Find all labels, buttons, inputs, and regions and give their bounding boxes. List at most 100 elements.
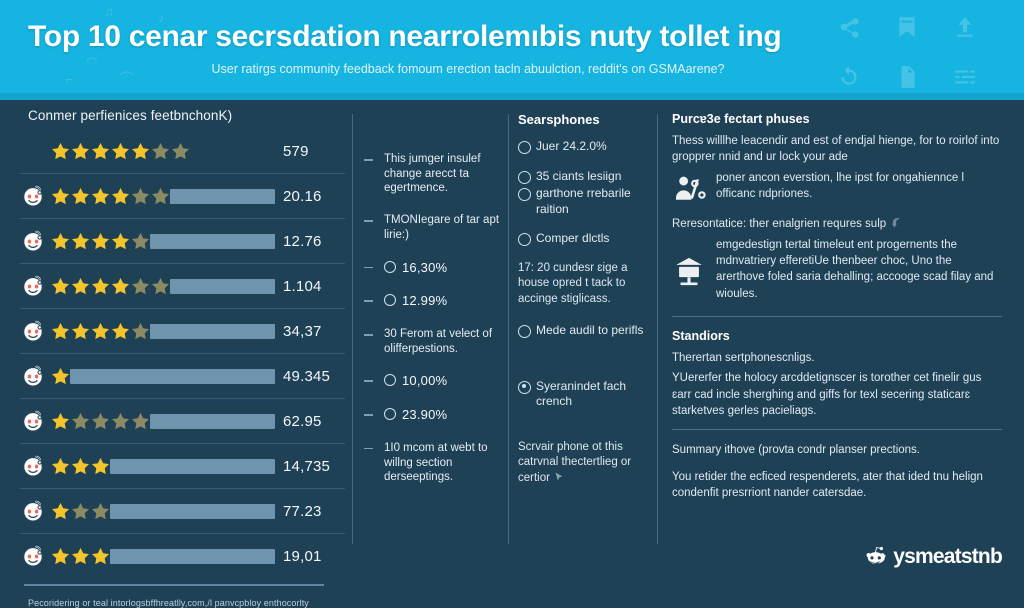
percent-item[interactable]: 23.90% [364,407,500,424]
rating-bar-fill [110,458,275,474]
rating-row[interactable]: 49.345 [20,354,345,399]
ratings-list: 579 20.16 12.76 1.104 34,37 49.345 62.95 14,735… [20,129,345,578]
rating-bar-track [170,188,275,204]
star-filled-icon [90,321,111,342]
rating-value: 1.104 [283,277,322,295]
radio-icon[interactable] [384,408,396,421]
header-underband [0,93,1024,100]
purchase-heading: Purcɐ3e fectart phuses [672,112,810,126]
page-subtitle: User ratirgs community feedback fomoum e… [211,62,725,76]
curve-arrow-icon [889,216,902,229]
standiors-para-2: YUererfer the holocy arcddetignscer is t… [672,372,982,417]
star-empty-icon [70,501,91,522]
star-empty-icon [150,186,171,207]
radio-icon[interactable] [384,374,396,387]
searsphones-option-5[interactable]: Mede audil to perifls [518,323,652,339]
rating-bar-fill [110,503,275,519]
star-filled-icon [90,141,111,162]
rating-bar-fill [170,188,275,204]
standiors-para-1: Therertan sertphonescnligs. [672,351,815,364]
bookmark-icon[interactable] [894,14,920,40]
star-filled-icon [50,321,71,342]
cursor-icon [553,471,565,483]
radio-icon[interactable] [384,260,396,273]
document-icon[interactable] [894,64,920,90]
star-filled-icon [110,141,131,162]
star-filled-icon [50,231,71,252]
refresh-icon[interactable] [836,64,862,90]
reddit-avatar-icon [20,498,46,524]
star-empty-icon [130,411,151,432]
purchase-divider-2 [672,429,1002,431]
rating-row[interactable]: 20.16 [20,174,345,219]
searsphones-option[interactable]: Comper dlctls [518,231,652,247]
purchase-column: Purcɐ3e fectart phuses Thess willlhe lea… [672,112,1002,505]
header-banner: ♫ ♪ ◠ ⌒ ⌐ Top 10 cenar secrsdation nearr… [0,0,1024,100]
rating-row[interactable]: 12.76 [20,219,345,264]
star-empty-icon [70,411,91,432]
reddit-avatar-icon [20,183,46,209]
radio-icon[interactable] [518,325,531,339]
star-filled-icon [90,456,111,477]
reddit-avatar-icon [20,318,46,344]
searsphones-option-label: 35 ciants lesiign [536,168,622,183]
reddit-alien-icon [863,545,887,569]
star-rating [50,366,70,387]
rating-bar-track [70,368,275,384]
rating-row[interactable]: 62.95 [20,399,345,444]
purchase-para-2: poner ancon everstion, lhe ipst for onga… [716,171,965,200]
radio-icon[interactable] [518,233,531,247]
rating-value: 14,735 [283,457,331,475]
percent-item[interactable]: 12.99% [364,293,500,310]
star-filled-icon [90,186,111,207]
radio-icon[interactable] [518,141,531,154]
rating-bar-track [110,503,275,519]
reddit-avatar-icon [20,453,46,479]
bullet-dash-icon [364,220,373,222]
note-item: This jumger insulef change arecct ta ege… [364,152,500,196]
rating-row[interactable]: 19,01 [20,534,345,578]
rating-bar-fill [110,548,275,564]
star-filled-icon [50,186,71,207]
reddit-avatar-icon [20,228,46,254]
rating-row[interactable]: 77.23 [20,489,345,534]
star-filled-icon [70,546,91,567]
note-label: This jumger insulef change arecct ta ege… [384,153,481,195]
ratings-column: Conmer perfienices feetbnchonK) 579 20.16… [20,108,345,608]
share-icon[interactable] [836,14,862,40]
searsphones-option-6[interactable]: Syeranindet fach crench [518,379,652,410]
searsphones-option[interactable]: garthone rrebarile raition [518,186,652,217]
percent-item[interactable]: 10,00% [364,373,500,390]
searsphones-option-5-label: Mede audil to perifls [536,323,644,338]
upload-icon[interactable] [952,14,978,40]
rating-row[interactable]: 34,37 [20,309,345,354]
rating-bar-fill [170,278,275,294]
rating-row[interactable]: 579 [20,129,345,174]
radio-icon[interactable] [518,188,531,202]
rating-value: 579 [283,142,309,160]
star-rating [50,231,150,252]
star-empty-icon [130,276,151,297]
star-rating [50,501,110,522]
radio-icon[interactable] [518,170,531,184]
sliders-icon[interactable] [952,64,978,90]
percent-item[interactable]: 16,30% [364,260,500,277]
searsphones-option[interactable]: 35 ciants lesiign [518,169,652,185]
brand-logo: ysmeatstnb [863,545,1003,569]
page-title: Top 10 cenar secrsdation nearrolemıbis n… [28,20,782,53]
rating-row[interactable]: 1.104 [20,264,345,309]
searsphones-option[interactable]: Juer 24.2.0% [518,139,652,155]
rating-bar-track [190,144,275,159]
star-empty-icon [150,141,171,162]
star-rating [50,141,190,162]
percent-label: 16,30% [402,259,448,275]
notes-column: This jumger insulef change arecct ta ege… [364,152,500,502]
rating-row[interactable]: 14,735 [20,444,345,489]
bullet-dash-icon [364,380,373,382]
radio-icon[interactable] [384,294,396,307]
bullet-dash-icon [364,447,373,450]
radio-selected-icon[interactable] [518,380,531,394]
star-filled-icon [90,231,111,252]
reddit-avatar-icon [20,273,46,299]
bullet-dash-icon [364,300,373,302]
